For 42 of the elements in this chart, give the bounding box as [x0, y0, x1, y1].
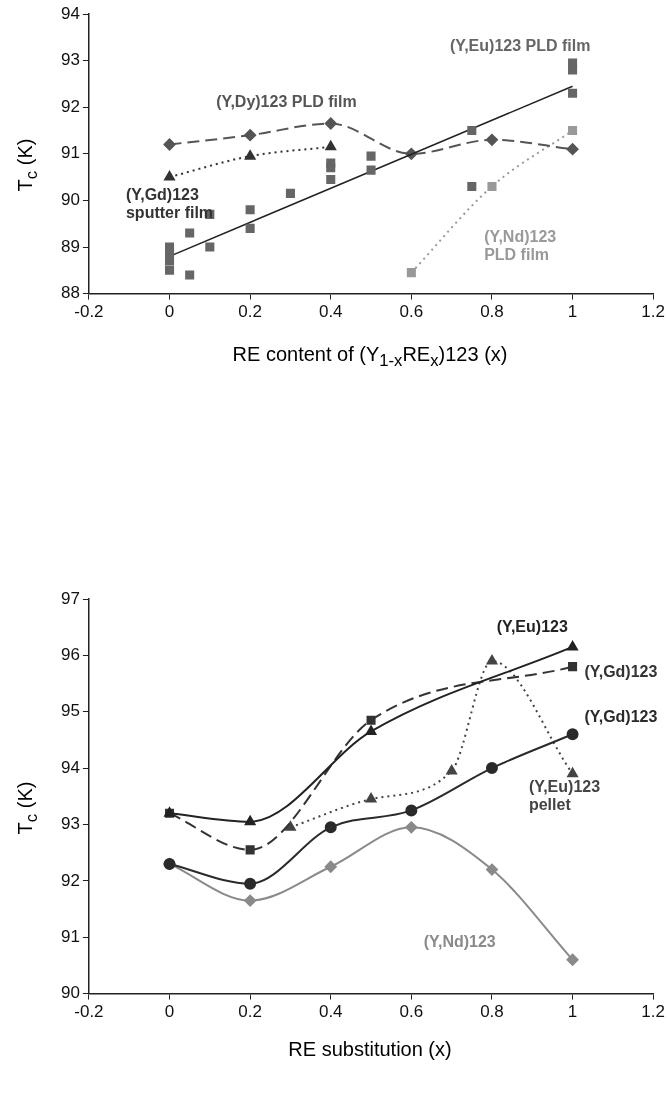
x-axis-title: RE content of (Y$_{1-x}$RE$_{x}$)123 (x) [232, 343, 508, 371]
series-label: (Y,Eu)123 [496, 617, 568, 635]
series-label: (Y,Nd)123 PLD film [484, 228, 557, 264]
series-label: (Y,Eu)123 pellet [528, 777, 601, 813]
series-label: (Y,Eu)123 PLD film [449, 37, 591, 55]
x-axis-title: RE substitution (x) [288, 1038, 452, 1061]
x-tick-label: 0.2 [238, 302, 262, 322]
x-tick-label: 1.2 [641, 302, 665, 322]
x-tick-label: 0.2 [238, 1002, 262, 1022]
y-tick-label: 93 [60, 814, 80, 834]
series-label: (Y,Dy)123 PLD film [216, 92, 357, 110]
y-tick-label: 90 [60, 983, 80, 1003]
x-tick-label: -0.2 [74, 302, 104, 322]
x-tick-label: 0.4 [318, 302, 343, 322]
x-tick-label: -0.2 [74, 1002, 104, 1022]
text: (Y,Nd)123 [423, 933, 496, 951]
x-tick-label: 1 [567, 302, 578, 322]
y-tick-label: 92 [60, 96, 80, 116]
x-tick-label: 0 [164, 1002, 175, 1022]
y-tick-label: 90 [60, 190, 80, 210]
y-tick-label: 96 [60, 645, 80, 665]
series-label: (Y,Gd)123 [584, 707, 658, 725]
y-tick-label: 88 [60, 283, 80, 303]
x-tick-label: 1.2 [641, 1002, 665, 1022]
y-tick-label: 97 [60, 588, 80, 608]
y-tick-label: 94 [60, 757, 80, 777]
x-tick-label: 0.4 [318, 1002, 343, 1022]
series-label: (Y,Gd)123 [584, 662, 658, 680]
y-tick-label: 89 [60, 236, 80, 256]
y-tick-label: 91 [60, 143, 80, 163]
x-tick-label: 0.8 [480, 1002, 504, 1022]
y-tick-label: 94 [60, 3, 80, 23]
x-tick-label: 0 [164, 302, 175, 322]
x-tick-label: 0.8 [480, 302, 504, 322]
series-label: (Y,Gd)123 sputter film [125, 186, 214, 222]
y-tick-label: 92 [60, 870, 80, 890]
y-tick-label: 93 [60, 50, 80, 70]
x-tick-label: 0.6 [399, 302, 424, 322]
y-tick-label: 95 [60, 701, 80, 721]
y-tick-label: 91 [60, 926, 80, 946]
x-tick-label: 0.6 [399, 1002, 424, 1022]
x-tick-label: 1 [567, 1002, 578, 1022]
